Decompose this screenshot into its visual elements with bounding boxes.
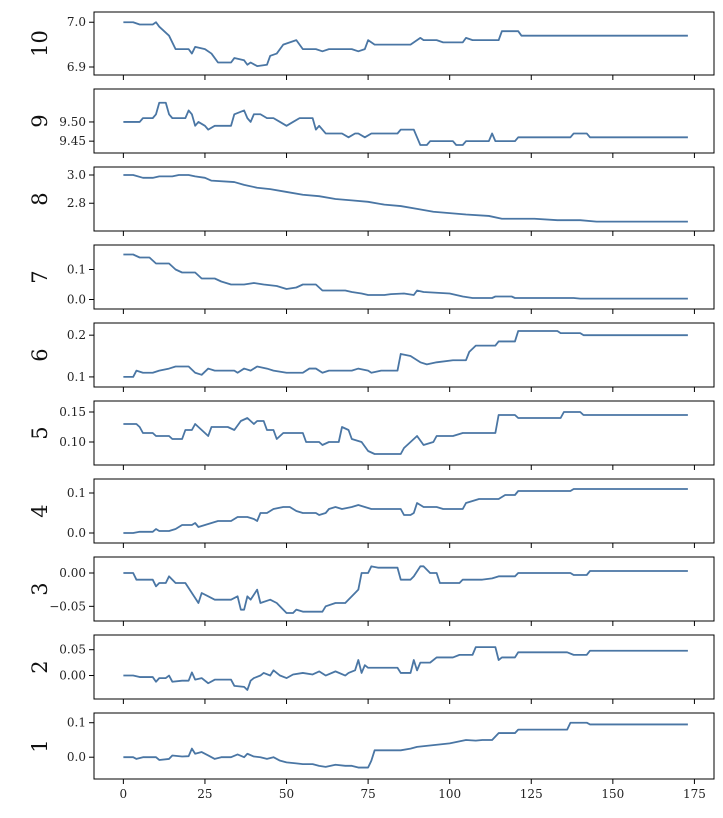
- y-tick-label: 0.15: [59, 405, 86, 419]
- panel-frame: [93, 88, 715, 154]
- y-tick-label: 9.50: [59, 115, 86, 129]
- panel-label: 7: [28, 270, 52, 283]
- y-tick-label: 0.00: [59, 566, 86, 580]
- y-tick-label: 0.0: [67, 526, 86, 540]
- panel-9: 9 9.45 9.50: [28, 88, 715, 158]
- panel-label: 5: [28, 426, 52, 439]
- x-tick-label: 0: [120, 787, 128, 801]
- y-tick-label: 0.00: [59, 669, 86, 683]
- x-tick-label: 125: [520, 787, 543, 801]
- panel-5: 5 0.10 0.15: [28, 400, 715, 470]
- series-line-5: [123, 411, 688, 455]
- series-line-6: [123, 330, 688, 378]
- panel-frame: [93, 556, 715, 622]
- panel-label: 4: [28, 504, 52, 517]
- y-tick-label: 0.10: [59, 435, 86, 449]
- x-tick-label: 100: [438, 787, 461, 801]
- panel-label: 3: [28, 582, 52, 595]
- y-tick-label: 0.1: [67, 486, 86, 500]
- series-line-9: [123, 101, 688, 146]
- series-line-3: [123, 565, 688, 614]
- panel-label: 9: [28, 114, 52, 127]
- y-tick-label: 0.05: [59, 643, 86, 657]
- y-tick-label: 3.0: [67, 168, 86, 182]
- x-tick-label: 25: [197, 787, 212, 801]
- y-tick-label: −0.05: [49, 599, 86, 613]
- y-tick-label: 0.1: [67, 716, 86, 730]
- panel-3: 3 −0.05 0.00: [28, 556, 715, 626]
- series-line-2: [123, 646, 688, 691]
- panel-label: 1: [28, 739, 52, 752]
- x-tick-label: 150: [601, 787, 624, 801]
- panel-2: 2 0.00 0.05: [28, 634, 715, 704]
- panel-label: 8: [28, 192, 52, 205]
- panel-frame: [93, 166, 715, 232]
- series-line-1: [123, 721, 688, 769]
- series-line-7: [123, 253, 688, 300]
- panel-frame: [93, 11, 715, 76]
- panel-10: 10 6.9 7.0: [28, 11, 715, 80]
- panel-label: 6: [28, 348, 52, 361]
- panel-7: 7 0.0 0.1: [28, 244, 715, 314]
- series-line-8: [123, 174, 688, 223]
- y-tick-label: 0.0: [67, 293, 86, 307]
- y-tick-label: 0.0: [67, 750, 86, 764]
- series-line-4: [123, 488, 688, 534]
- y-tick-label: 0.1: [67, 263, 86, 277]
- y-tick-label: 2.8: [67, 196, 86, 210]
- panel-6: 6 0.1 0.2: [28, 322, 715, 392]
- panel-frame: [93, 478, 715, 544]
- panel-frame: [93, 712, 715, 780]
- panel-label: 10: [28, 30, 52, 57]
- panel-label: 2: [28, 660, 52, 673]
- y-tick-label: 0.1: [67, 370, 86, 384]
- panel-1: 1 0.0 0.1 0 25 50 75 100 125 150 175: [28, 712, 715, 801]
- panel-8: 8 2.8 3.0: [28, 166, 715, 236]
- y-tick-label: 7.0: [67, 15, 86, 29]
- y-tick-label: 6.9: [67, 60, 86, 74]
- panel-frame: [93, 400, 715, 466]
- x-tick-label: 75: [360, 787, 375, 801]
- panel-frame: [93, 634, 715, 700]
- panel-4: 4 0.0 0.1: [28, 478, 715, 548]
- x-tick-label: 50: [279, 787, 294, 801]
- y-tick-label: 9.45: [59, 134, 86, 148]
- panel-frame: [93, 244, 715, 310]
- y-tick-label: 0.2: [67, 328, 86, 342]
- panel-frame: [93, 322, 715, 388]
- series-line-10: [123, 21, 688, 67]
- x-tick-label: 175: [683, 787, 706, 801]
